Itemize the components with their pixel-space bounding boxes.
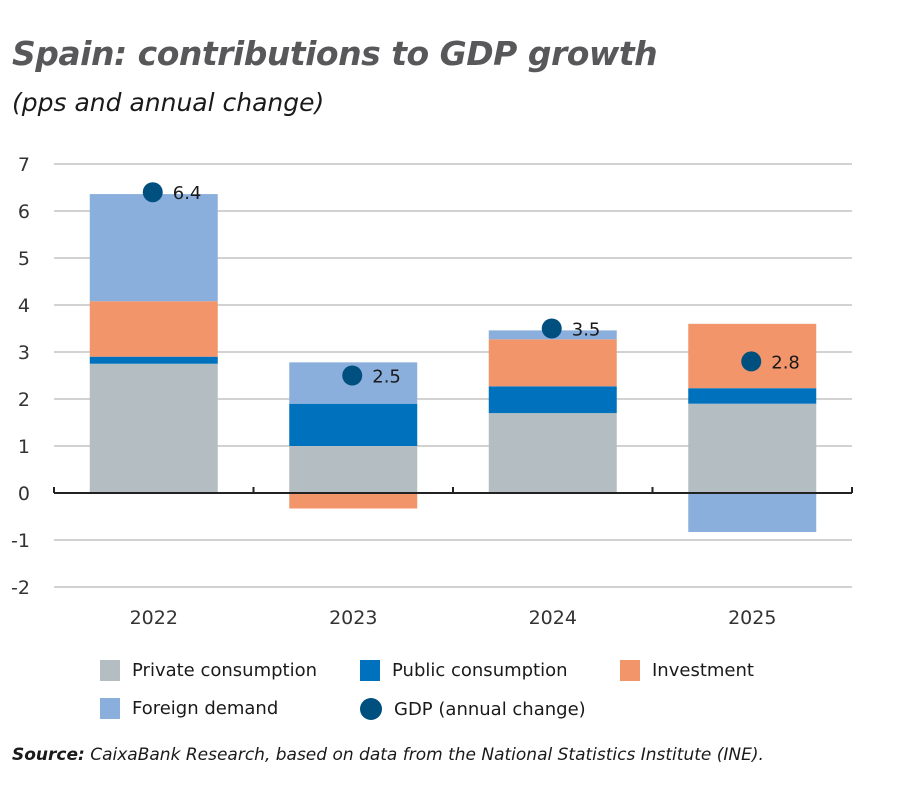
bar-private-consumption-2024 [488, 413, 617, 493]
gdp-marker-2025 [741, 351, 762, 372]
source-label: Source: [12, 745, 85, 765]
bar-private-consumption-2022 [89, 363, 218, 493]
y-tick-label: 0 [18, 483, 30, 505]
x-tick-label: 2023 [329, 607, 377, 629]
legend-label: GDP (annual change) [394, 698, 586, 720]
legend-dot [360, 698, 382, 720]
chart-title: Spain: contributions to GDP growth [12, 34, 658, 73]
bars [89, 194, 817, 533]
legend-swatch [100, 660, 120, 681]
y-tick-label: 2 [18, 389, 30, 411]
x-tick-label: 2024 [529, 607, 577, 629]
gdp-marker-2022 [142, 182, 163, 203]
x-axis-labels: 2022 2023 2024 2025 [130, 607, 777, 629]
x-tick-label: 2025 [728, 607, 776, 629]
gdp-data-label: 2.8 [771, 352, 800, 373]
y-tick-label: 6 [18, 201, 30, 223]
y-tick-label: 1 [18, 436, 30, 458]
bar-public-consumption-2024 [488, 386, 617, 414]
legend-label: Foreign demand [132, 698, 279, 719]
gdp-marker-2024 [541, 318, 562, 339]
bar-investment-2023 [289, 493, 418, 509]
legend-label: Public consumption [392, 660, 568, 681]
legend-swatch [620, 660, 640, 681]
legend-label: Private consumption [132, 660, 318, 681]
chart-subtitle: (pps and annual change) [12, 88, 325, 117]
gdp-marker-2023 [342, 365, 363, 386]
y-tick-label: 4 [18, 295, 30, 317]
bar-foreign-demand-2025 [688, 493, 817, 533]
x-axis [53, 487, 853, 494]
bar-private-consumption-2023 [289, 446, 418, 493]
source-note: Source: CaixaBank Research, based on dat… [12, 745, 764, 765]
gdp-data-label: 3.5 [572, 320, 601, 341]
legend-swatch [360, 660, 380, 681]
bar-investment-2024 [488, 339, 617, 387]
legend-label: Investment [652, 660, 754, 681]
bar-public-consumption-2022 [89, 356, 218, 364]
legend-item-public-consumption: Public consumption [360, 660, 568, 681]
x-tick-label: 2022 [130, 607, 178, 629]
legend-item-gdp: GDP (annual change) [360, 698, 586, 720]
bar-public-consumption-2025 [688, 388, 817, 404]
y-axis-ticks: 7 6 5 4 3 2 1 0 -1 -2 [11, 154, 30, 599]
y-tick-label: -2 [11, 577, 30, 599]
bar-private-consumption-2025 [688, 403, 817, 493]
bar-investment-2022 [89, 301, 218, 357]
legend-item-foreign-demand: Foreign demand [100, 698, 278, 719]
y-tick-label: 3 [18, 342, 30, 364]
y-tick-label: 5 [18, 248, 30, 270]
gdp-markers: 6.4 2.5 3.5 2.8 [142, 182, 800, 388]
y-tick-label: 7 [18, 154, 30, 176]
chart-svg: 7 6 5 4 3 2 1 0 -1 -2 2022 2023 2024 2025 6.4 2.5 3.5 2… [11, 154, 853, 629]
legend-item-private-consumption: Private consumption [100, 660, 317, 681]
source-text: CaixaBank Research, based on data from t… [84, 745, 764, 765]
gdp-data-label: 2.5 [372, 367, 401, 388]
bar-public-consumption-2023 [289, 403, 418, 446]
legend-item-investment: Investment [620, 660, 754, 681]
bar-foreign-demand-2022 [89, 194, 218, 302]
legend-swatch [100, 698, 120, 719]
gdp-data-label: 6.4 [173, 183, 202, 204]
y-tick-label: -1 [11, 530, 30, 552]
